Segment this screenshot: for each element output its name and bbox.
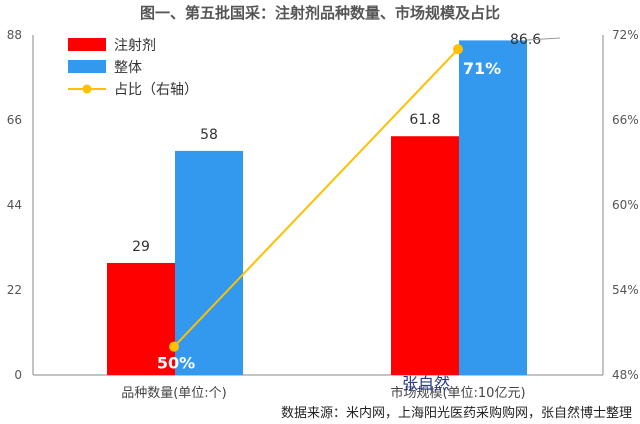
- right-tick-label: 66%: [612, 113, 639, 127]
- right-tick-label: 60%: [612, 198, 639, 212]
- right-tick-label: 54%: [612, 283, 639, 297]
- left-axis: 0 22 44 66 88: [7, 28, 34, 382]
- left-tick-label: 88: [7, 28, 22, 42]
- category-label: 市场规模(单位:10亿元): [390, 385, 525, 401]
- bar-value-label: 58: [200, 127, 218, 143]
- left-tick-label: 66: [7, 113, 22, 127]
- bar-value-label: 29: [132, 239, 150, 255]
- chart-title: 图一、第五批国采：注射剂品种数量、市场规模及占比: [140, 4, 500, 22]
- legend-swatch-ratio-marker: [82, 84, 92, 94]
- legend-swatch-overall: [68, 60, 106, 73]
- legend-label-overall: 整体: [114, 60, 142, 76]
- bar-overall: [459, 40, 527, 376]
- source-note: 数据来源：米内网，上海阳光医药采购购网，张自然博士整理: [281, 405, 632, 421]
- right-tick-label: 72%: [612, 28, 639, 42]
- legend-swatch-injection: [68, 38, 106, 51]
- ratio-point: [169, 341, 179, 352]
- legend-label-ratio: 占比（右轴）: [114, 82, 198, 98]
- left-tick-label: 22: [7, 283, 22, 297]
- bar-injection: [107, 262, 175, 375]
- leader-line: [526, 37, 561, 41]
- ratio-value-label: 50%: [157, 354, 195, 373]
- bar-value-label: 61.8: [409, 112, 440, 128]
- legend: 注射剂 整体 占比（右轴）: [68, 38, 198, 98]
- ratio-line: [173, 48, 459, 348]
- bar-injection: [391, 136, 459, 375]
- left-tick-label: 44: [7, 198, 22, 212]
- bar-value-label: 86.6: [510, 32, 541, 48]
- watermark: 张自然: [402, 374, 450, 393]
- bar-overall: [175, 150, 243, 375]
- bars-layer: 29 61.8 58 86.6: [107, 32, 541, 376]
- right-axis: 48% 54% 60% 66% 72%: [602, 28, 639, 382]
- left-tick-label: 0: [14, 368, 22, 382]
- line-layer: 50% 71%: [157, 37, 561, 373]
- right-tick-label: 48%: [612, 368, 639, 382]
- category-label: 品种数量(单位:个): [121, 386, 227, 401]
- legend-label-injection: 注射剂: [114, 38, 156, 54]
- ratio-value-label: 71%: [463, 59, 501, 78]
- ratio-point: [453, 44, 463, 55]
